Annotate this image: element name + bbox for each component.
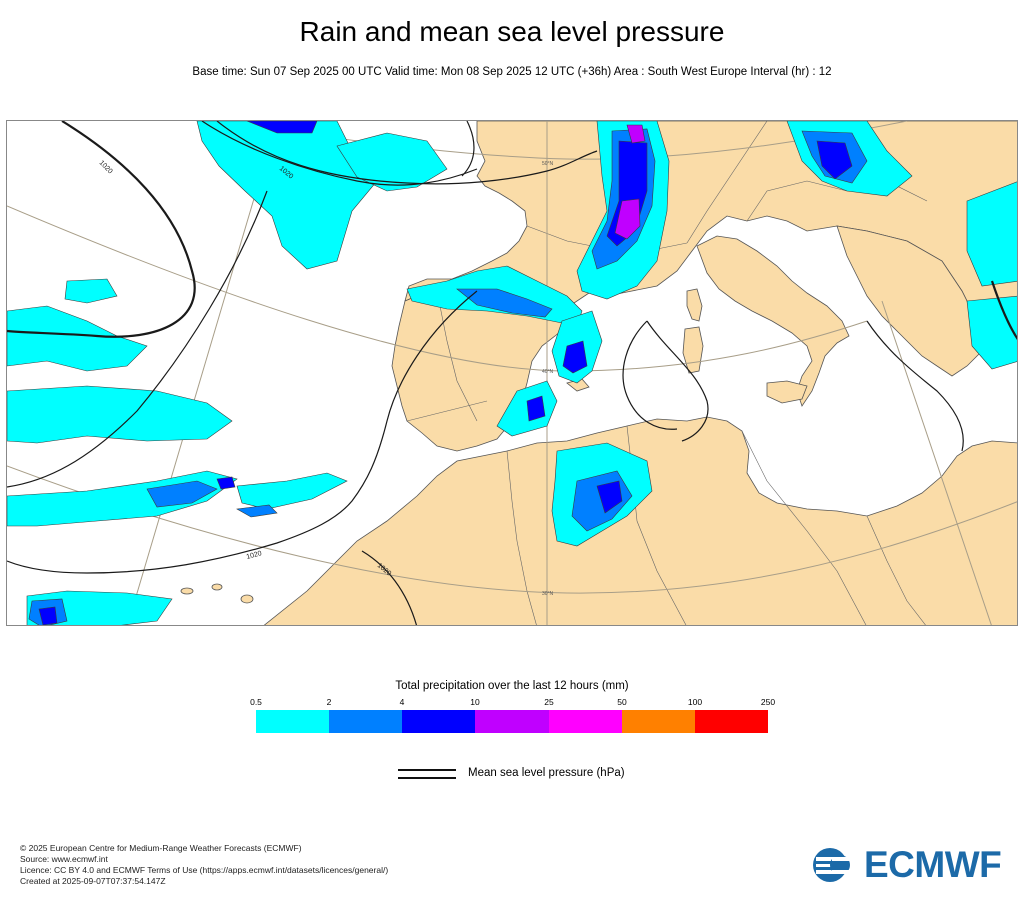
legend-tick: 25 <box>544 697 554 707</box>
colorbar-segment <box>256 710 330 733</box>
precip-legend-title: Total precipitation over the last 12 hou… <box>395 680 629 692</box>
canary-island <box>240 594 254 604</box>
ecmwf-logo: ECMWF <box>812 844 1012 886</box>
north-africa <box>263 416 1017 625</box>
corsica <box>686 288 703 322</box>
canary-island <box>180 587 194 595</box>
canary-island <box>211 583 223 591</box>
ecmwf-logo-text: ECMWF <box>864 844 1002 885</box>
legend-tick: 0.5 <box>250 697 262 707</box>
footer-source: Source: www.ecmwf.int <box>20 854 108 864</box>
balkans <box>836 225 993 377</box>
footer-copyright: © 2025 European Centre for Medium-Range … <box>20 843 302 853</box>
precip-legend-ticks: 0.5 2 4 10 25 50 100 250 <box>250 697 775 709</box>
colorbar-segment <box>621 710 695 733</box>
meridian-west <box>127 121 278 625</box>
chart-subtitle: Base time: Sun 07 Sep 2025 00 UTC Valid … <box>192 66 832 78</box>
isobar-1020-south <box>7 290 478 574</box>
isobars <box>7 121 1017 625</box>
italy <box>696 235 850 407</box>
weather-map: 1020 1020 1020 1020 50°N 40°N 30°N <box>7 121 1017 625</box>
isobar-1020-north <box>201 121 478 186</box>
latitude-label: 30°N <box>542 591 554 597</box>
legend-tick: 4 <box>399 697 405 707</box>
map-panel: 1020 1020 1020 1020 50°N 40°N 30°N <box>6 120 1018 626</box>
sicily <box>766 380 808 404</box>
legend-tick: 2 <box>326 697 332 707</box>
colorbar-segment <box>548 710 622 733</box>
parallel-30n <box>7 465 1017 594</box>
colorbar-segment <box>329 710 403 733</box>
colorbar-segment <box>694 710 768 733</box>
isobar-1020-west <box>7 190 268 488</box>
footer-created: Created at 2025-09-07T07:37:54.147Z <box>20 876 166 886</box>
latitude-label: 50°N <box>542 161 554 167</box>
legend-tick: 50 <box>617 697 627 707</box>
legend-tick: 10 <box>470 697 480 707</box>
colorbar-segment <box>402 710 476 733</box>
meridian-east <box>881 300 992 625</box>
latitude-label: 40°N <box>542 369 554 375</box>
colorbar-segment <box>475 710 549 733</box>
latitude-labels: 50°N 40°N 30°N <box>542 161 554 597</box>
mslp-legend-line <box>398 769 456 779</box>
ecmwf-logo-mark <box>813 848 860 882</box>
footer-licence: Licence: CC BY 4.0 and ECMWF Terms of Us… <box>20 865 389 875</box>
legend-tick: 100 <box>687 697 703 707</box>
precip-colorbar <box>256 710 768 733</box>
isobar-low <box>7 121 196 338</box>
mslp-legend-label: Mean sea level pressure (hPa) <box>468 767 625 779</box>
footer-credits: © 2025 European Centre for Medium-Range … <box>20 843 388 887</box>
parallel-40n <box>7 205 868 372</box>
isobar-label: 1020 <box>246 550 263 561</box>
precipitation-areas <box>7 121 1017 625</box>
chart-title: Rain and mean sea level pressure <box>299 16 725 47</box>
legend-tick: 250 <box>760 697 776 707</box>
